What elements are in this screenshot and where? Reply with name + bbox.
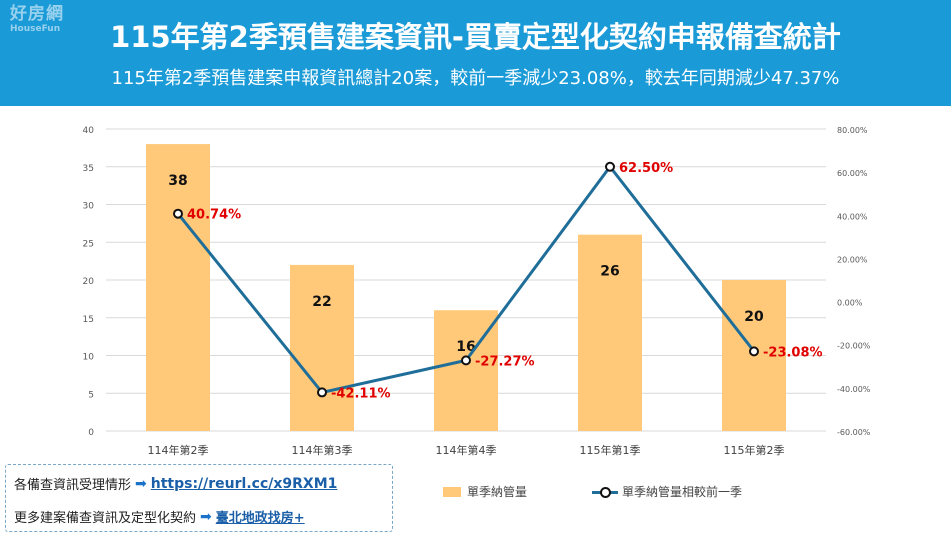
- y-right-tick-label: -40.00%: [837, 385, 871, 394]
- records-link[interactable]: https://reurl.cc/x9RXM1: [150, 475, 338, 492]
- y-left-tick-label: 25: [83, 239, 94, 249]
- info-row-records: 各備查資訊受理情形 ➡ https://reurl.cc/x9RXM1: [14, 474, 338, 494]
- page-title: 115年第2季預售建案資訊-買賣定型化契約申報備查統計: [110, 20, 841, 54]
- legend-item-bar: 單季納管量: [443, 483, 527, 500]
- line-value-label: 62.50%: [619, 161, 673, 176]
- bar: [578, 234, 642, 431]
- y-left-tick-label: 30: [83, 202, 95, 212]
- y-right-tick-label: 60.00%: [837, 169, 868, 178]
- info-label-more: 更多建案備查資訊及定型化契約: [14, 511, 197, 526]
- line-value-label: -27.27%: [475, 354, 535, 369]
- bar: [290, 264, 354, 431]
- y-left-tick-label: 5: [88, 390, 94, 400]
- bar: [146, 144, 210, 431]
- line-value-label: -23.08%: [763, 345, 823, 360]
- legend-item-line: 單季納管量相較前一季: [592, 483, 742, 500]
- line-point: [173, 208, 183, 219]
- y-right-tick-label: -60.00%: [837, 428, 871, 437]
- arrow-right-icon: ➡: [200, 508, 212, 525]
- y-left-tick-label: 35: [83, 164, 94, 174]
- x-tick-label: 115年第2季: [724, 443, 785, 457]
- logo-text-english: HouseFun: [10, 24, 61, 34]
- legend-label-line: 單季納管量相較前一季: [622, 485, 743, 499]
- combo-chart: 0 5 10 15 20 25 30 35 40 -60.00% -40.00% -20.00% 0.0…: [83, 126, 871, 457]
- line-point: [317, 387, 327, 398]
- logo-text-chinese: 好房網: [10, 4, 64, 24]
- info-label-records: 各備查資訊受理情形: [14, 478, 132, 493]
- taipei-land-link[interactable]: 臺北地政找房+: [215, 511, 305, 526]
- x-tick-label: 114年第4季: [436, 443, 497, 457]
- y-right-tick-label: 80.00%: [837, 126, 868, 135]
- y-left-tick-label: 20: [83, 277, 95, 287]
- bar-value-label: 38: [168, 173, 187, 189]
- info-row-more: 更多建案備查資訊及定型化契約 ➡ 臺北地政找房+: [14, 507, 305, 527]
- bar-value-label: 26: [600, 264, 619, 280]
- arrow-right-icon: ➡: [135, 475, 147, 492]
- line-value-label: 40.74%: [187, 208, 241, 223]
- y-right-tick-label: 40.00%: [837, 212, 868, 221]
- x-tick-label: 114年第3季: [292, 443, 353, 457]
- x-tick-label: 114年第2季: [148, 443, 209, 457]
- legend-swatch-bar: [443, 486, 461, 497]
- line-point: [605, 161, 615, 172]
- y-right-tick-label: 0.00%: [837, 299, 863, 308]
- bar-value-label: 22: [312, 294, 331, 310]
- bar-value-label: 20: [744, 309, 764, 325]
- header-banner: 好房網 HouseFun 115年第2季預售建案資訊-買賣定型化契約申報備查統計…: [0, 0, 951, 106]
- line-point: [461, 355, 471, 366]
- x-tick-label: 115年第1季: [580, 443, 641, 457]
- y-left-tick-label: 40: [83, 126, 95, 136]
- y-left-tick-label: 10: [83, 353, 95, 363]
- page-subtitle: 115年第2季預售建案申報資訊總計20案，較前一季減少23.08%，較去年同期減…: [111, 68, 840, 89]
- y-right-tick-label: -20.00%: [837, 342, 871, 351]
- y-left-tick-label: 0: [88, 428, 94, 438]
- y-left-tick-label: 15: [83, 315, 94, 325]
- line-point: [749, 346, 759, 357]
- legend-label-bar: 單季納管量: [467, 485, 528, 499]
- y-right-tick-label: 20.00%: [837, 255, 868, 264]
- line-value-label: -42.11%: [331, 386, 391, 401]
- bar-value-label: 16: [456, 339, 475, 355]
- legend-swatch-line: [592, 486, 618, 498]
- info-box: 各備查資訊受理情形 ➡ https://reurl.cc/x9RXM1 更多建案…: [5, 464, 393, 532]
- housefun-logo: 好房網 HouseFun: [10, 6, 64, 34]
